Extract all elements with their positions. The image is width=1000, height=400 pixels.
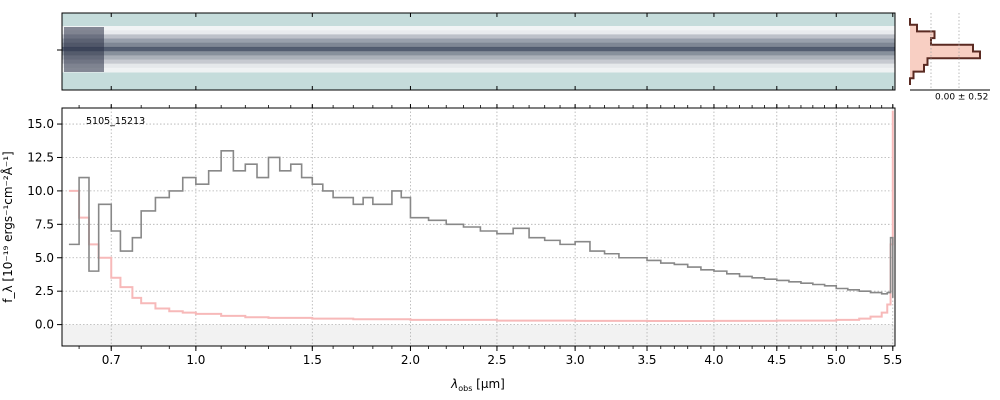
x-axis: 0.7 1.0 1.5 2.0 2.5 3.0 3.5 4.0 4.5 5.0 5.5 — [78, 104, 902, 367]
x-tick-label-8: 4.5 — [767, 353, 786, 367]
y-tick-label-1: 2.5 — [35, 284, 54, 298]
heatmap-row-0 — [62, 26, 895, 31]
y-axis: 0.0 2.5 5.0 7.5 10.0 12.5 15.0 — [27, 117, 62, 332]
heatmap-row-6 — [62, 51, 895, 56]
profile-area — [910, 18, 980, 85]
heatmap-row-8 — [62, 59, 895, 65]
x-tick-label-3: 2.0 — [401, 353, 420, 367]
heatmap-row-4 — [62, 42, 895, 48]
y-tick-label-2: 5.0 — [35, 251, 54, 265]
plot-frame — [61, 107, 896, 347]
heatmap-row-5 — [62, 46, 895, 52]
heatmap-rows — [62, 26, 895, 73]
heatmap-row-2 — [62, 34, 895, 40]
x-tick-label-1: 1.0 — [186, 353, 205, 367]
series-1 — [68, 110, 894, 322]
y-tick-label-5: 12.5 — [27, 150, 54, 164]
heatmap-row-1 — [62, 30, 895, 35]
y-tick-label-0: 0.0 — [35, 318, 54, 332]
x-tick-label-6: 3.5 — [637, 353, 656, 367]
panel-2d-ticks — [57, 13, 894, 90]
y-axis-label: f_λ [10⁻¹⁹ ergs⁻¹cm⁻²Å⁻¹] — [0, 151, 15, 302]
y-tick-label-4: 10.0 — [27, 184, 54, 198]
series-0 — [68, 149, 894, 298]
x-tick-label-9: 5.0 — [827, 353, 846, 367]
panel-2d-spectrum — [57, 12, 896, 91]
x-tick-label-2: 1.5 — [303, 353, 322, 367]
series-group — [68, 110, 894, 322]
y-tick-label-6: 15.0 — [27, 117, 54, 131]
profile-grid — [930, 13, 960, 90]
x-tick-label-4: 2.5 — [487, 353, 506, 367]
x-axis-label-main: λ — [450, 377, 458, 391]
profile-line — [909, 18, 981, 85]
y-tick-label-3: 7.5 — [35, 217, 54, 231]
profile-annotation: 0.00 ± 0.52 — [935, 93, 988, 103]
heatmap-noisy-edge — [64, 27, 104, 72]
x-tick-label-7: 4.0 — [704, 353, 723, 367]
x-axis-label-unit: [μm] — [472, 377, 505, 391]
x-axis-label: λobs [μm] — [450, 377, 505, 393]
panel-1d-spectrum: 0.7 1.0 1.5 2.0 2.5 3.0 3.5 4.0 4.5 5.0 5.5 0.0 2.5… — [0, 104, 902, 393]
panel-2d-frame — [61, 12, 896, 91]
x-tick-label-5: 3.0 — [566, 353, 585, 367]
heatmap-row-3 — [62, 38, 895, 44]
x-tick-label-0: 0.7 — [102, 353, 121, 367]
heatmap-row-9 — [62, 63, 895, 69]
x-axis-label-sub: obs — [458, 384, 472, 393]
heatmap-row-10 — [62, 67, 895, 73]
panel-spatial-profile: 0.00 ± 0.52 — [909, 13, 990, 103]
zero-band — [62, 324, 895, 346]
object-label: 5105_15213 — [86, 116, 145, 127]
x-tick-label-10: 5.5 — [883, 353, 902, 367]
heatmap-row-7 — [62, 55, 895, 60]
